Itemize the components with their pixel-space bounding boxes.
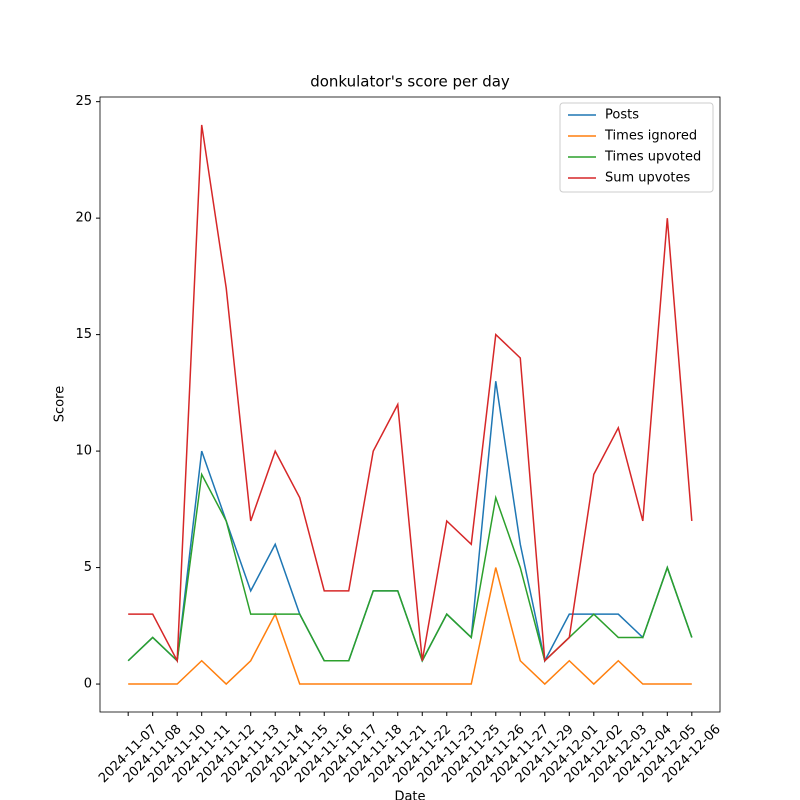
plot-frame [99,96,721,713]
y-tick-label: 5 [84,560,92,575]
chart-title: donkulator's score per day [310,73,510,91]
series-line [127,381,693,663]
y-tick-label: 20 [75,211,92,226]
y-tick-label: 10 [75,444,92,459]
legend-label: Times ignored [604,129,697,144]
y-tick-label: 0 [84,677,92,692]
legend-label: Sum upvotes [605,171,691,186]
series-line [128,124,693,664]
y-tick-label: 25 [75,94,92,109]
series-line [127,471,693,663]
legend-label: Posts [605,108,639,123]
series-line [128,567,692,686]
legend-label: Times upvoted [604,150,701,165]
legend-box [559,102,714,193]
y-axis-label: Score [53,386,68,422]
x-axis-label: Date [394,790,425,800]
y-tick-label: 15 [75,327,92,342]
legend: Posts Times ignored Times upvoted Sum upvot… [559,102,714,193]
